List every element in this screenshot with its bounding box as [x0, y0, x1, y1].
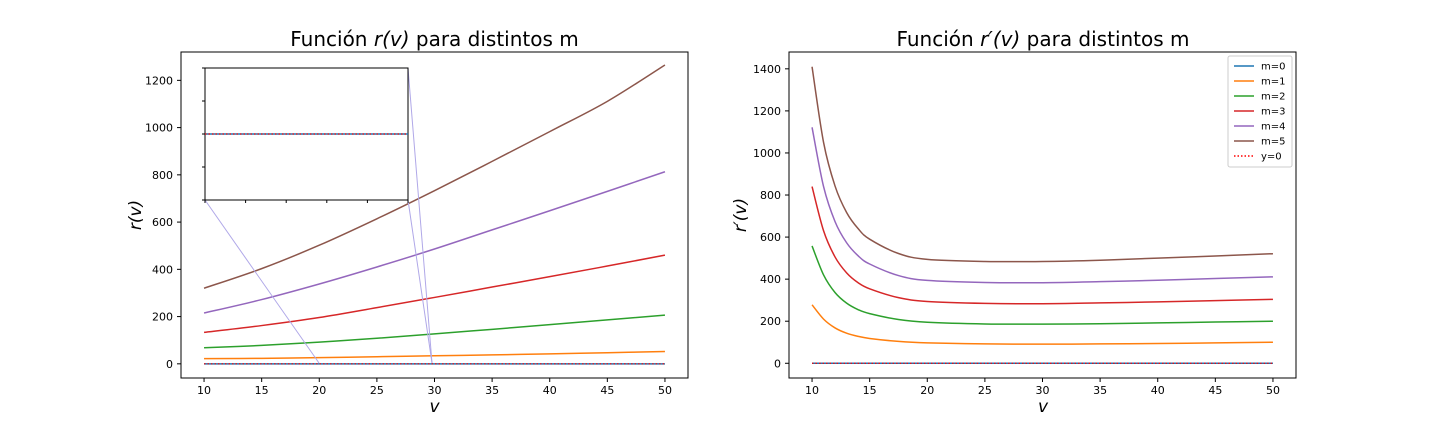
- chart-left-title: Función r(v) para distintos m: [290, 27, 579, 51]
- chart-right-x-ticks: 10 15 20 25 30 35 40 45 50: [805, 378, 1280, 397]
- series-line-m-5: [811, 66, 1273, 263]
- chart-left-x-tick-label: 40: [543, 384, 557, 397]
- series-line-m-5: [203, 64, 666, 289]
- series-line-m-1: [204, 350, 665, 360]
- chart-left-y-ticks: 0 200 400 600 800 1000 1200: [145, 74, 181, 371]
- chart-right-y-ticks: 0 200 400 600 800 1000 1200 1400: [753, 63, 789, 370]
- chart-right-y-tick-label: 1200: [753, 105, 781, 118]
- chart-right-legend: m=0 m=1 m=2 m=3 m=4 m=5 y=0: [1227, 55, 1293, 168]
- chart-right-x-axis-label: v: [1038, 397, 1049, 417]
- chart-left-x-axis-label: v: [429, 397, 440, 417]
- inset-connector-left: [204, 199, 320, 364]
- chart-right-x-tick-label: 50: [1266, 384, 1280, 397]
- chart-left-x-tick-label: 50: [658, 384, 672, 397]
- chart-right-title: Función r′(v) para distintos m: [896, 27, 1189, 51]
- chart-right-x-tick-label: 10: [805, 384, 819, 397]
- chart-right-x-tick-label: 20: [920, 384, 934, 397]
- chart-right-x-tick-label: 35: [1093, 384, 1107, 397]
- chart-right-x-tick-label: 15: [863, 384, 877, 397]
- chart-left-y-tick-label: 200: [152, 311, 173, 324]
- chart-left-y-tick-label: 1000: [145, 122, 173, 135]
- chart-left-y-tick-label: 800: [152, 169, 173, 182]
- chart-left-y-axis-label: r(v): [126, 200, 146, 230]
- chart-right-frame: [788, 51, 1297, 379]
- legend-label-m-1: m=1: [1261, 77, 1285, 88]
- chart-left-y-tick-label: 1200: [145, 74, 173, 87]
- chart-right-series: [811, 66, 1273, 365]
- chart-left-x-tick-label: 35: [485, 384, 499, 397]
- legend-label-y-0: y=0: [1261, 152, 1282, 163]
- series-line-m-3: [203, 254, 666, 334]
- legend-box: [1227, 55, 1293, 168]
- chart-left-y-tick-label: 400: [152, 263, 173, 276]
- chart-right-y-tick-label: 1400: [753, 63, 781, 76]
- inset-connector-right: [407, 199, 433, 364]
- chart-left-x-tick-label: 15: [255, 384, 269, 397]
- legend-label-m-0: m=0: [1261, 62, 1285, 73]
- chart-left-x-tick-label: 20: [312, 384, 326, 397]
- legend-label-m-5: m=5: [1261, 137, 1285, 148]
- chart-right-y-axis-label: r′(v): [731, 198, 751, 232]
- chart-left-y-tick-label: 0: [166, 358, 173, 371]
- chart-right-y-tick-label: 1000: [753, 147, 781, 160]
- chart-left-inset: [202, 67, 433, 364]
- chart-left: Función r(v) para distintos m 10 15 20 25 30…: [126, 27, 689, 417]
- chart-right-x-tick-label: 25: [978, 384, 992, 397]
- legend-label-m-2: m=2: [1261, 92, 1285, 103]
- chart-left-x-ticks: 10 15 20 25 30 35 40 45 50: [197, 378, 672, 397]
- chart-right-y-tick-label: 600: [760, 231, 781, 244]
- series-line-m-2: [811, 245, 1273, 325]
- chart-right-y-tick-label: 400: [760, 273, 781, 286]
- chart-left-series: [203, 64, 666, 365]
- series-line-m-1: [811, 304, 1273, 345]
- chart-right-x-tick-label: 45: [1208, 384, 1222, 397]
- chart-right-x-tick-label: 40: [1151, 384, 1165, 397]
- chart-right-y-tick-label: 200: [760, 315, 781, 328]
- inset-connector-top: [407, 67, 433, 364]
- series-line-m-4: [203, 171, 666, 314]
- series-line-m-4: [811, 127, 1273, 284]
- chart-left-y-tick-label: 600: [152, 216, 173, 229]
- legend-label-m-3: m=3: [1261, 107, 1285, 118]
- chart-right-y-tick-label: 800: [760, 189, 781, 202]
- chart-left-x-tick-label: 45: [600, 384, 614, 397]
- chart-left-x-tick-label: 10: [197, 384, 211, 397]
- chart-right-x-tick-label: 30: [1036, 384, 1050, 397]
- legend-label-m-4: m=4: [1261, 122, 1285, 133]
- series-line-m-3: [811, 186, 1273, 305]
- chart-right-y-tick-label: 0: [774, 357, 781, 370]
- chart-right: Función r′(v) para distintos m 10 15 20 25 3…: [731, 27, 1297, 417]
- series-line-m-2: [204, 314, 666, 349]
- chart-left-x-tick-label: 25: [370, 384, 384, 397]
- chart-left-x-tick-label: 30: [428, 384, 442, 397]
- inset-ticks: [202, 67, 409, 203]
